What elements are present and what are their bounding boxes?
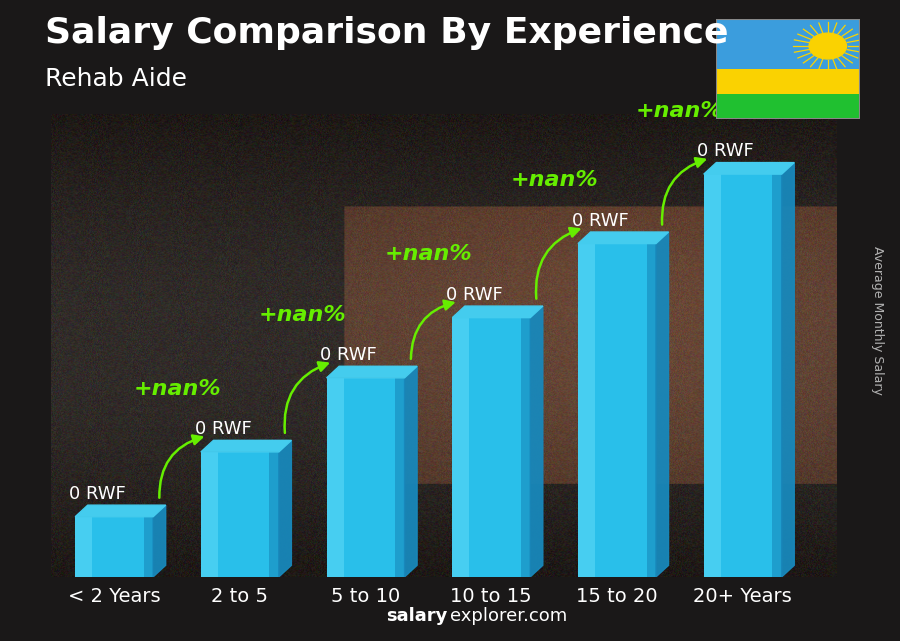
Text: 0 RWF: 0 RWF (446, 286, 503, 304)
Polygon shape (453, 306, 543, 318)
Polygon shape (327, 366, 417, 378)
Text: Salary Comparison By Experience: Salary Comparison By Experience (45, 16, 728, 50)
Bar (395, 378, 404, 577)
Text: salary: salary (386, 607, 447, 625)
Bar (578, 244, 595, 577)
Text: +nan%: +nan% (636, 101, 724, 121)
Bar (76, 517, 93, 577)
Bar (327, 378, 344, 577)
Polygon shape (279, 440, 292, 577)
Bar (578, 244, 656, 577)
Bar (76, 517, 153, 577)
Text: 0 RWF: 0 RWF (698, 142, 754, 160)
Polygon shape (782, 163, 795, 577)
Text: +nan%: +nan% (259, 304, 346, 324)
Bar (201, 452, 279, 577)
Polygon shape (153, 505, 166, 577)
Text: +nan%: +nan% (510, 171, 598, 190)
Text: +nan%: +nan% (384, 244, 473, 264)
Bar (716, 69, 859, 94)
Bar (716, 19, 859, 69)
Polygon shape (704, 163, 795, 174)
Polygon shape (201, 440, 292, 452)
Text: 0 RWF: 0 RWF (194, 420, 251, 438)
Text: Average Monthly Salary: Average Monthly Salary (871, 246, 884, 395)
Bar (201, 452, 218, 577)
Bar (521, 318, 530, 577)
Bar (716, 94, 859, 119)
Text: Rehab Aide: Rehab Aide (45, 67, 187, 91)
Polygon shape (404, 366, 417, 577)
Text: explorer.com: explorer.com (450, 607, 567, 625)
Text: +nan%: +nan% (133, 379, 220, 399)
Bar (704, 174, 782, 577)
Polygon shape (578, 232, 669, 244)
Bar (646, 244, 656, 577)
Text: 0 RWF: 0 RWF (572, 212, 628, 229)
Bar (453, 318, 470, 577)
Bar (453, 318, 530, 577)
Bar (772, 174, 782, 577)
Bar (327, 378, 404, 577)
Bar (704, 174, 721, 577)
Text: 0 RWF: 0 RWF (320, 346, 377, 364)
Polygon shape (656, 232, 669, 577)
Bar (269, 452, 279, 577)
Bar (144, 517, 153, 577)
Circle shape (809, 33, 847, 59)
Polygon shape (530, 306, 543, 577)
Text: 0 RWF: 0 RWF (69, 485, 126, 503)
Polygon shape (76, 505, 166, 517)
